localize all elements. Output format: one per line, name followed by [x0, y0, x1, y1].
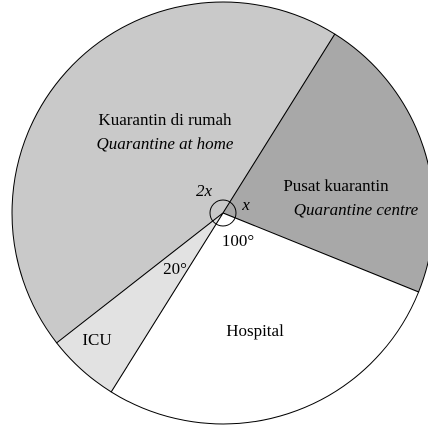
sector-label-en: Quarantine at home [97, 134, 234, 153]
angle-label: 2x [196, 181, 213, 200]
sector-home [11, 1, 336, 344]
angle-label: x [241, 195, 250, 214]
angle-label: 100° [222, 231, 254, 250]
sector-icu [55, 212, 224, 393]
sector-centre [222, 33, 428, 293]
sector-label-en: Quarantine centre [294, 200, 419, 219]
sector-label: Hospital [226, 321, 284, 340]
sector-label: ICU [82, 330, 111, 349]
angle-marker [209, 199, 237, 227]
sector-label: Kuarantin di rumah [98, 110, 232, 129]
angle-label: 20° [163, 259, 187, 278]
sector-hospital [110, 212, 420, 425]
sector-label: Pusat kuarantin [283, 176, 389, 195]
